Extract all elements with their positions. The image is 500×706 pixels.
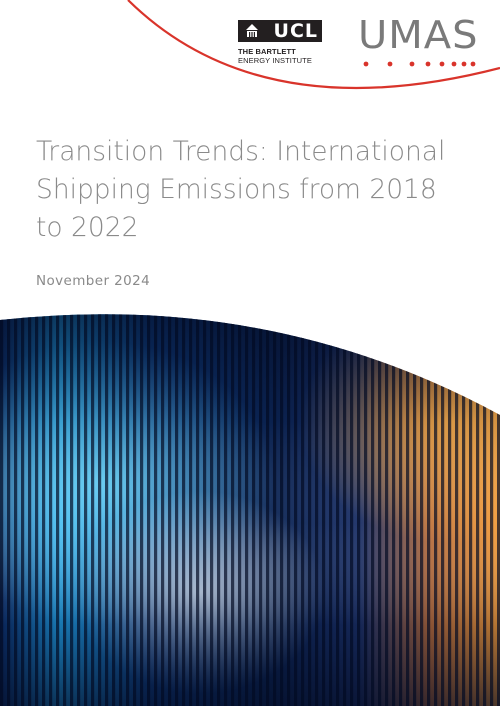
umas-dots-decoration xyxy=(363,61,476,67)
report-title: Transition Trends: International Shippin… xyxy=(36,136,446,243)
top-decorative-arc xyxy=(127,0,500,90)
ucl-wordmark: UCL xyxy=(238,20,322,42)
umas-wordmark: UMAS xyxy=(358,14,479,58)
cover-art-image xyxy=(0,314,500,706)
portico-icon xyxy=(246,24,258,37)
ucl-subtitle-line2: ENERGY INSTITUTE xyxy=(238,56,312,65)
ucl-bartlett-logo: UCL THE BARTLETT ENERGY INSTITUTE xyxy=(238,20,328,66)
umas-logo: UMAS xyxy=(358,14,478,70)
ucl-subtitle-line1: THE BARTLETT xyxy=(238,47,296,56)
report-date: November 2024 xyxy=(36,273,151,289)
ucl-wordmark-text: UCL xyxy=(273,20,318,42)
